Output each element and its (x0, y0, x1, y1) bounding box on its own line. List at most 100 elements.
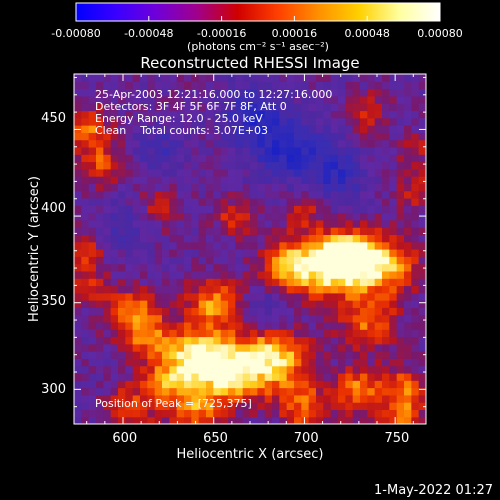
heatmap-cell (404, 95, 412, 104)
heatmap-cell (294, 387, 302, 396)
heatmap-cell (250, 168, 258, 177)
heatmap-cell (88, 139, 97, 148)
heatmap (74, 74, 426, 424)
heatmap-cell (191, 358, 200, 367)
heatmap-cell (316, 263, 324, 272)
heatmap-cell (162, 256, 170, 265)
heatmap-cell (132, 336, 141, 345)
heatmap-cell (367, 190, 376, 199)
heatmap-cell (308, 307, 317, 316)
colorbar-tick-label-1: -0.00048 (124, 27, 173, 40)
heatmap-cell (110, 285, 119, 294)
heatmap-cell (418, 321, 426, 330)
heatmap-cell (404, 110, 412, 119)
heatmap-cell (169, 154, 178, 163)
heatmap-cell (396, 212, 405, 221)
heatmap-cell (169, 74, 178, 82)
heatmap-cell (147, 176, 156, 184)
heatmap-cell (286, 88, 295, 97)
heatmap-cell (235, 227, 244, 236)
heatmap-cell (286, 139, 295, 148)
heatmap-cell (213, 132, 222, 141)
heatmap-cell (330, 314, 339, 323)
heatmap-cell (154, 154, 163, 163)
heatmap-cell (250, 103, 258, 112)
heatmap-cell (103, 416, 112, 424)
heatmap-cell (118, 219, 126, 228)
heatmap-cell (352, 394, 361, 403)
heatmap-cell (360, 307, 368, 316)
heatmap-cell (110, 380, 119, 389)
heatmap-cell (257, 380, 266, 389)
heatmap-cell (213, 285, 222, 294)
heatmap-cell (367, 307, 376, 316)
heatmap-cell (264, 329, 273, 338)
heatmap-cell (198, 300, 207, 308)
heatmap-cell (213, 234, 222, 243)
heatmap-cell (235, 351, 244, 359)
heatmap-cell (118, 227, 126, 236)
heatmap-cell (396, 146, 405, 155)
heatmap-cell (140, 183, 148, 192)
heatmap-cell (154, 219, 163, 228)
heatmap-cell (220, 212, 229, 221)
heatmap-cell (264, 402, 273, 411)
heatmap-cell (264, 168, 273, 177)
heatmap-cell (147, 249, 156, 257)
heatmap-cell (360, 329, 368, 338)
heatmap-cell (74, 351, 82, 359)
heatmap-cell (323, 197, 332, 206)
heatmap-cell (154, 74, 163, 82)
heatmap-cell (74, 176, 82, 184)
heatmap-cell (74, 110, 82, 119)
heatmap-cell (301, 307, 310, 316)
heatmap-cell (228, 372, 236, 381)
heatmap-cell (367, 117, 376, 126)
heatmap-cell (367, 372, 376, 381)
heatmap-cell (125, 358, 134, 367)
heatmap-cell (154, 103, 163, 112)
heatmap-cell (279, 197, 288, 206)
heatmap-cell (264, 161, 273, 170)
heatmap-cell (88, 329, 97, 338)
heatmap-cell (147, 234, 156, 243)
heatmap-cell (88, 132, 97, 141)
heatmap-cell (367, 292, 376, 301)
heatmap-cell (257, 365, 266, 374)
heatmap-cell (404, 190, 412, 199)
heatmap-cell (250, 241, 258, 250)
heatmap-cell (279, 380, 288, 389)
heatmap-cell (96, 365, 104, 374)
heatmap-cell (228, 227, 236, 236)
heatmap-cell (294, 416, 302, 424)
heatmap-cell (103, 336, 112, 345)
heatmap-cell (352, 154, 361, 163)
heatmap-cell (228, 270, 236, 279)
heatmap-cell (411, 81, 420, 90)
heatmap-cell (360, 292, 368, 301)
heatmap-cell (330, 154, 339, 163)
heatmap-cell (345, 351, 354, 359)
x-tick-label-650: 650 (203, 431, 228, 446)
heatmap-cell (191, 249, 200, 257)
heatmap-cell (294, 227, 302, 236)
heatmap-cell (125, 110, 134, 119)
heatmap-cell (308, 176, 317, 184)
heatmap-cell (382, 227, 390, 236)
heatmap-cell (396, 227, 405, 236)
heatmap-cell (382, 132, 390, 141)
heatmap-cell (176, 234, 185, 243)
heatmap-cell (286, 387, 295, 396)
heatmap-cell (279, 292, 288, 301)
heatmap-cell (74, 285, 82, 294)
heatmap-cell (257, 81, 266, 90)
heatmap-cell (286, 292, 295, 301)
heatmap-cell (323, 146, 332, 155)
heatmap-cell (301, 278, 310, 287)
heatmap-cell (279, 329, 288, 338)
heatmap-cell (367, 300, 376, 308)
heatmap-cell (147, 95, 156, 104)
heatmap-cell (213, 263, 222, 272)
heatmap-cell (198, 74, 207, 82)
heatmap-cell (316, 343, 324, 352)
